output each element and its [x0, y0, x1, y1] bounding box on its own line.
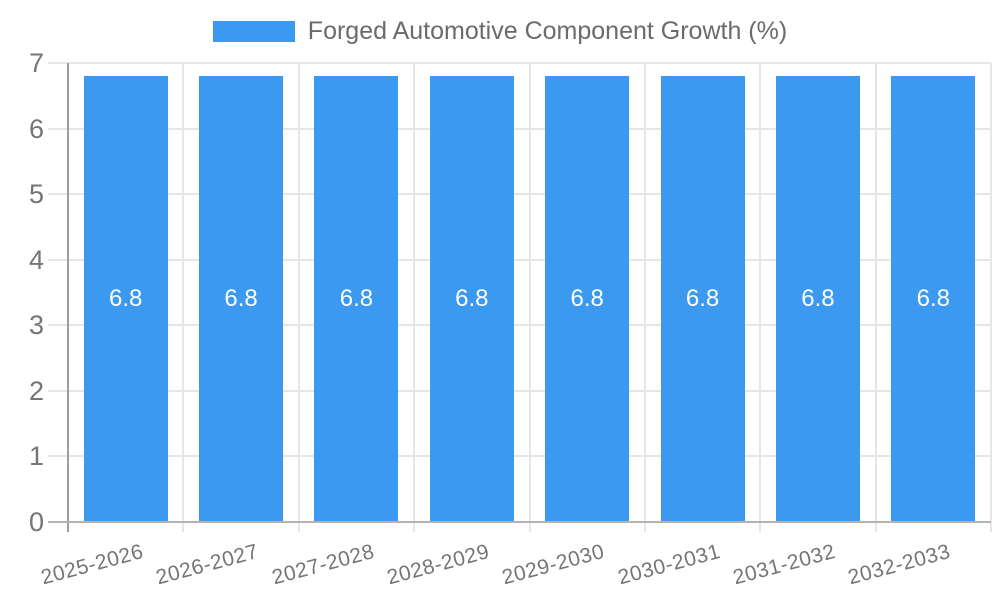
y-axis-tick-label: 7: [28, 48, 44, 78]
y-gridline: [48, 389, 991, 392]
x-axis-tick-label: 2028-2029: [384, 540, 492, 590]
bar[interactable]: 6.8: [83, 76, 168, 522]
x-axis-tick-label: 2025-2026: [38, 540, 146, 590]
x-axis-tick-label: 2031-2032: [730, 540, 838, 590]
legend-swatch[interactable]: [212, 20, 295, 42]
bar[interactable]: 6.8: [429, 76, 514, 522]
bar-value-label: 6.8: [109, 285, 143, 313]
bar-value-label: 6.8: [339, 285, 374, 313]
x-axis-tick-label: 2030-2031: [615, 540, 723, 590]
x-gridline: [990, 63, 992, 532]
y-gridline: [48, 455, 991, 458]
x-axis-tick-label: 2032-2033: [845, 540, 954, 590]
bar[interactable]: 6.8: [545, 76, 630, 522]
x-gridline: [182, 63, 185, 532]
bar[interactable]: 6.8: [660, 76, 745, 522]
y-gridline: [48, 258, 991, 261]
y-gridline: [48, 324, 991, 327]
x-gridline: [874, 63, 877, 532]
x-gridline: [528, 63, 531, 532]
bar-value-label: 6.8: [455, 285, 489, 313]
y-gridline: [48, 127, 991, 130]
y-axis-tick-label: 1: [28, 441, 44, 472]
bar[interactable]: 6.8: [891, 76, 976, 522]
legend: Forged Automotive Component Growth (%): [0, 17, 1000, 45]
legend-label: Forged Automotive Component Growth (%): [307, 17, 788, 45]
bar-value-label: 6.8: [224, 285, 258, 313]
x-gridline: [413, 63, 416, 532]
y-gridline: [48, 193, 991, 196]
bar-value-label: 6.8: [916, 285, 950, 313]
y-axis-tick-label: 5: [28, 179, 44, 210]
x-axis-tick-label: 2026-2027: [153, 540, 262, 590]
y-axis-tick-label: 2: [28, 375, 44, 406]
y-gridline: [48, 62, 991, 64]
bar[interactable]: 6.8: [314, 76, 399, 522]
y-axis-tick-label: 4: [28, 244, 44, 275]
x-gridline: [297, 63, 300, 532]
y-axis-tick-label: 3: [28, 310, 44, 341]
x-axis-tick-label: 2029-2030: [499, 540, 608, 590]
y-axis-tick-label: 6: [28, 113, 44, 144]
bar-value-label: 6.8: [801, 285, 835, 313]
bar[interactable]: 6.8: [199, 76, 284, 522]
x-gridline: [759, 63, 762, 532]
bar-value-label: 6.8: [685, 285, 720, 313]
y-axis-line: [67, 63, 69, 532]
x-axis-tick-label: 2027-2028: [269, 540, 377, 590]
bar[interactable]: 6.8: [775, 76, 860, 522]
x-axis-line: [48, 521, 991, 523]
bar-value-label: 6.8: [570, 285, 604, 313]
x-gridline: [643, 63, 646, 532]
y-axis-tick-label: 0: [28, 507, 44, 537]
